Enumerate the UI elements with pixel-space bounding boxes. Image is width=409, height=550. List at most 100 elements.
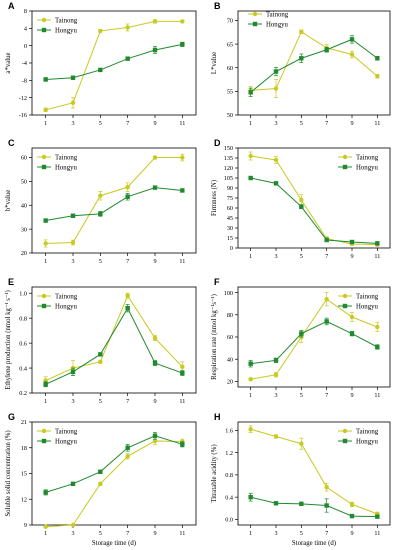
data-point <box>273 372 279 377</box>
data-point <box>299 56 304 61</box>
x-tick-label: 3 <box>274 392 277 399</box>
data-point <box>349 52 355 57</box>
series-tainong <box>248 292 380 382</box>
data-point <box>152 433 158 438</box>
data-point <box>70 240 76 245</box>
legend-label: Hongyu <box>55 164 78 171</box>
x-tick-label: 5 <box>300 530 303 537</box>
legend-marker <box>41 164 47 170</box>
x-tick-label: 5 <box>99 398 102 405</box>
data-point <box>248 361 253 366</box>
data-point <box>248 153 253 159</box>
data-point <box>98 359 103 365</box>
panel-label: E <box>8 277 14 287</box>
y-tick-label: 18 <box>21 445 27 452</box>
x-tick-label: 1 <box>249 392 252 399</box>
y-tick-label: 12 <box>21 496 27 503</box>
legend-marker <box>342 428 348 434</box>
x-tick-label: 7 <box>126 530 129 537</box>
data-point <box>180 19 185 24</box>
data-point <box>375 514 380 519</box>
series-line <box>45 440 183 528</box>
series-line <box>250 320 378 365</box>
x-tick-label: 1 <box>249 120 252 127</box>
data-point <box>180 188 185 193</box>
series-line <box>250 155 378 246</box>
legend: Tainong Hongyu <box>37 428 78 445</box>
data-point <box>324 237 329 243</box>
series-line <box>45 157 183 244</box>
data-point <box>43 107 48 113</box>
panel-c: C 20 30 40 50 60 1 3 5 7 9 11 b*value Tainong Hongyu <box>5 138 197 265</box>
x-tick-label: 7 <box>325 253 328 260</box>
y-tick-label: 0 <box>230 245 233 252</box>
x-tick-label: 5 <box>99 120 102 127</box>
y-tick-label: 0.8 <box>225 472 233 479</box>
data-point <box>98 469 103 474</box>
y-tick-label: 60 <box>227 334 233 341</box>
y-tick-label: 9 <box>24 522 27 529</box>
data-point <box>43 241 48 246</box>
legend-marker <box>342 303 348 309</box>
data-point <box>70 75 76 80</box>
y-tick-label: -8 <box>22 78 27 85</box>
legend-marker <box>342 293 348 299</box>
x-tick-label: 3 <box>274 120 277 127</box>
data-point <box>375 56 380 61</box>
series-hongyu <box>248 35 380 97</box>
y-axis-title: Respiration rate (nmol kg⁻¹s⁻¹) <box>211 294 218 380</box>
y-tick-label: 60 <box>21 155 27 162</box>
x-tick-label: 7 <box>325 120 328 127</box>
data-point <box>349 502 355 507</box>
x-tick-label: 3 <box>71 120 74 127</box>
legend-label: Tainong <box>356 428 379 435</box>
data-point <box>152 19 158 24</box>
data-point <box>70 481 76 486</box>
series-line <box>250 177 378 244</box>
data-point <box>299 29 304 34</box>
series-tainong <box>248 425 380 517</box>
legend-label: Hongyu <box>356 164 379 171</box>
y-tick-label: 135 <box>224 155 233 162</box>
series-line <box>45 43 183 80</box>
x-tick-label: 5 <box>300 392 303 399</box>
y-tick-label: 21 <box>21 419 27 426</box>
legend-marker <box>252 11 258 17</box>
legend-label: Tainong <box>55 154 78 161</box>
data-point <box>349 314 355 320</box>
y-tick-label: -16 <box>19 112 27 119</box>
data-point <box>98 481 103 486</box>
data-point <box>273 86 279 91</box>
x-tick-label: 5 <box>99 530 102 537</box>
panel-label: A <box>8 1 15 11</box>
x-tick-label: 1 <box>44 398 47 405</box>
data-point <box>152 335 158 341</box>
x-tick-label: 1 <box>44 530 47 537</box>
panel-label: F <box>214 277 220 287</box>
data-point <box>273 434 279 439</box>
data-point <box>324 319 329 324</box>
data-point <box>273 69 279 74</box>
x-tick-label: 5 <box>300 120 303 127</box>
data-point <box>324 47 329 52</box>
data-point <box>375 344 380 350</box>
y-axis-title: L*value <box>211 52 218 74</box>
x-tick-label: 3 <box>274 530 277 537</box>
data-point <box>248 494 253 500</box>
series-line <box>45 20 183 111</box>
x-tick-label: 7 <box>126 398 129 405</box>
panel-label: G <box>8 412 15 422</box>
data-point <box>248 427 253 432</box>
x-tick-label: 5 <box>99 258 102 265</box>
x-tick-label: 3 <box>71 258 74 265</box>
legend-label: Hongyu <box>55 438 78 445</box>
x-tick-label: 3 <box>71 530 74 537</box>
plot-frame <box>237 10 391 116</box>
data-point <box>180 155 185 160</box>
legend-label: Hongyu <box>55 27 78 34</box>
data-point <box>43 490 48 495</box>
series-tainong <box>248 29 380 98</box>
x-tick-label: 11 <box>374 392 380 399</box>
y-tick-label: -12 <box>19 95 27 102</box>
